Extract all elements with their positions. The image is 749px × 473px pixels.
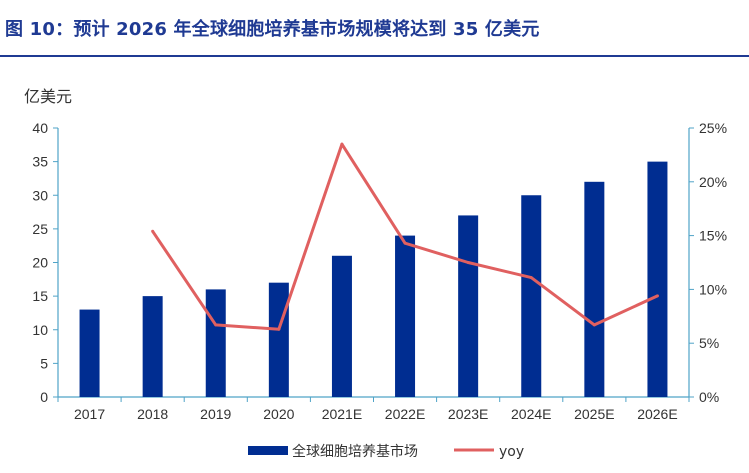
y-right-tick-label: 5% bbox=[699, 335, 719, 351]
y-right-tick-label: 20% bbox=[699, 174, 727, 190]
yoy-point bbox=[214, 323, 218, 327]
x-tick-label: 2023E bbox=[448, 406, 488, 422]
bar bbox=[205, 289, 226, 397]
yoy-point bbox=[340, 142, 344, 146]
legend-bar-label: 全球细胞培养基市场 bbox=[292, 443, 418, 460]
yoy-point bbox=[277, 327, 281, 331]
yoy-point bbox=[466, 261, 470, 264]
x-tick-label: 2024E bbox=[511, 406, 551, 422]
bar bbox=[142, 296, 163, 397]
x-tick-label: 2018 bbox=[137, 406, 168, 422]
bar bbox=[521, 195, 542, 397]
x-tick-label: 2019 bbox=[200, 406, 231, 422]
yoy-point bbox=[655, 294, 659, 298]
chart-title: 图 10：预计 2026 年全球细胞培养基市场规模将达到 35 亿美元 bbox=[5, 19, 540, 40]
legend-line-label: yoy bbox=[499, 444, 524, 460]
legend: 全球细胞培养基市场 yoy bbox=[248, 443, 524, 460]
legend-bar-swatch bbox=[248, 446, 288, 455]
bar bbox=[647, 161, 668, 397]
x-tick-label: 2022E bbox=[385, 406, 425, 422]
bar bbox=[584, 181, 605, 397]
y-right-tick-label: 25% bbox=[699, 120, 727, 136]
line-series bbox=[151, 142, 659, 331]
x-tick-label: 2020 bbox=[263, 406, 294, 422]
yoy-point bbox=[592, 323, 596, 327]
bar bbox=[331, 255, 352, 397]
y-left-tick-label: 10 bbox=[32, 322, 48, 338]
y-left-tick-label: 35 bbox=[32, 154, 48, 170]
y-left-tick-label: 15 bbox=[32, 288, 48, 304]
yoy-point bbox=[529, 276, 533, 280]
y-left-tick-label: 20 bbox=[32, 255, 48, 271]
y-left-tick-label: 5 bbox=[40, 355, 48, 371]
yoy-point bbox=[151, 229, 155, 233]
chart-axes: 0 5 10 15 20 25 30 35 40 0% 5% 10% 15% 20% 25% bbox=[32, 120, 727, 405]
y-axis-unit: 亿美元 bbox=[24, 87, 72, 106]
yoy-point bbox=[403, 241, 407, 245]
y-left-tick-label: 30 bbox=[32, 187, 48, 203]
y-right-tick-label: 0% bbox=[699, 389, 719, 405]
y-left-tick-label: 0 bbox=[40, 389, 48, 405]
y-left-tick-label: 40 bbox=[32, 120, 48, 136]
x-tick-label: 2025E bbox=[574, 406, 614, 422]
y-right-tick-label: 15% bbox=[699, 228, 727, 244]
title-rule bbox=[0, 55, 749, 57]
x-tick-label: 2026E bbox=[637, 406, 677, 422]
y-left-tick-label: 25 bbox=[32, 221, 48, 237]
bar bbox=[79, 309, 100, 397]
y-right-tick-label: 10% bbox=[699, 281, 727, 297]
x-tick-labels: 2017 2018 2019 2020 2021E 2022E 2023E 2024E 2025… bbox=[74, 406, 678, 422]
bar-series bbox=[79, 161, 668, 397]
bar bbox=[458, 215, 479, 397]
x-tick-label: 2017 bbox=[74, 406, 105, 422]
bar bbox=[268, 282, 289, 397]
bar bbox=[395, 235, 416, 397]
x-tick-label: 2021E bbox=[322, 406, 362, 422]
